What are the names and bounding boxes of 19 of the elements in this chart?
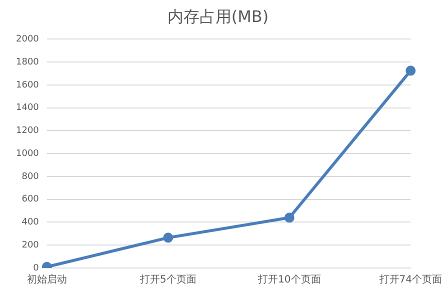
- chart-title: 内存占用(MB): [167, 6, 269, 26]
- x-tick-label: 打开74个页面: [378, 274, 442, 286]
- y-tick-label: 1800: [16, 57, 40, 68]
- point: [406, 66, 416, 76]
- point: [284, 212, 294, 223]
- y-tick-label: 800: [22, 172, 40, 182]
- y-tick-label: 2000: [16, 34, 40, 45]
- y-tick-label: 600: [22, 194, 40, 205]
- y-tick-label: 200: [22, 240, 40, 250]
- point: [163, 232, 174, 243]
- y-tick-label: 0: [33, 263, 40, 274]
- y-tick-label: 1600: [16, 80, 40, 90]
- x-tick-label: 打开5个页面: [138, 274, 196, 286]
- x-tick-label: 初始启动: [26, 274, 67, 286]
- y-tick-label: 1200: [16, 126, 40, 136]
- x-tick-label: 打开10个页面: [257, 274, 321, 286]
- y-tick-label: 1000: [16, 148, 40, 159]
- y-tick-label: 400: [22, 218, 40, 228]
- y-tick-label: 1400: [16, 103, 40, 114]
